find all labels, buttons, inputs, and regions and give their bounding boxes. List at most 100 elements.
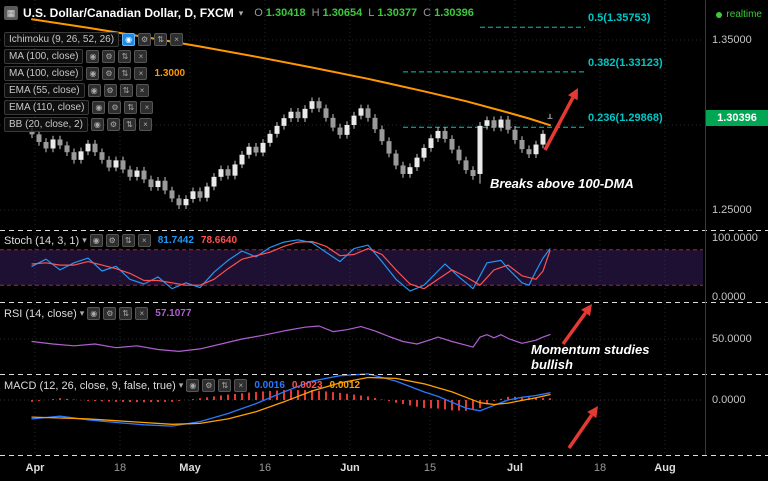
time-axis-label: 15 bbox=[423, 462, 437, 474]
chevron-down-icon[interactable]: ▾ bbox=[238, 7, 244, 18]
time-axis-label: Jun bbox=[340, 462, 360, 474]
realtime-dot-icon bbox=[716, 11, 723, 18]
ohlc-value-h: 1.30654 bbox=[322, 7, 363, 19]
reorder-icon[interactable]: ⇅ bbox=[119, 307, 133, 320]
legend-row: Ichimoku (9, 26, 52, 26) ◉ ⚙ ⇅ × bbox=[4, 31, 185, 48]
legend-row: MA (100, close) ◉ ⚙ ⇅ × bbox=[4, 48, 185, 65]
indicator-title-macd[interactable]: MACD (12, 26, close, 9, false, true) bbox=[4, 379, 176, 392]
ohlc-value-c: 1.30396 bbox=[434, 7, 474, 19]
visibility-icon[interactable]: ◉ bbox=[186, 379, 200, 392]
symbol-title[interactable]: U.S. Dollar/Canadian Dollar, D, FXCM bbox=[23, 6, 234, 20]
time-axis-label: May bbox=[179, 462, 201, 474]
legend-row: MA (100, close) ◉ ⚙ ⇅ × 1.3000 bbox=[4, 65, 185, 82]
reorder-icon[interactable]: ⇅ bbox=[119, 84, 133, 97]
indicator-value: 0.0016 bbox=[254, 380, 285, 391]
realtime-label: realtime bbox=[726, 9, 762, 20]
indicator-value: 0.0023 bbox=[291, 380, 323, 391]
settings-icon[interactable]: ⚙ bbox=[138, 33, 152, 46]
ohlc-label-o: O bbox=[254, 7, 263, 19]
indicator-title-stoch[interactable]: Stoch (14, 3, 1) bbox=[4, 234, 80, 247]
settings-icon[interactable]: ⚙ bbox=[103, 84, 117, 97]
reorder-icon[interactable]: ⇅ bbox=[218, 379, 232, 392]
ohlc-label-h: H bbox=[311, 7, 320, 19]
indicator-label[interactable]: BB (20, close, 2) bbox=[4, 117, 88, 132]
annotation-text: Breaks above 100-DMA bbox=[490, 176, 634, 191]
remove-icon[interactable]: × bbox=[135, 307, 149, 320]
chevron-down-icon[interactable]: ▾ bbox=[178, 380, 184, 390]
visibility-icon[interactable]: ◉ bbox=[89, 234, 103, 247]
last-price-badge: 1.30396 bbox=[706, 110, 768, 126]
menu-icon[interactable]: ▦ bbox=[4, 6, 18, 20]
indicator-header-stoch: Stoch (14, 3, 1) ▾ ◉ ⚙ ⇅ × 81.7442 78.6640 bbox=[4, 234, 237, 247]
indicator-label[interactable]: EMA (55, close) bbox=[4, 83, 85, 98]
scale-label: 1.25000 bbox=[712, 204, 752, 216]
legend-row: EMA (110, close) ◉ ⚙ ⇅ × bbox=[4, 99, 185, 116]
visibility-icon[interactable]: ◉ bbox=[87, 307, 101, 320]
ohlc-label-l: L bbox=[368, 7, 375, 19]
time-axis-label: Aug bbox=[654, 462, 676, 474]
settings-icon[interactable]: ⚙ bbox=[103, 307, 117, 320]
remove-icon[interactable]: × bbox=[137, 234, 151, 247]
scale-label: 0.0000 bbox=[712, 394, 746, 406]
chart-header: ▦ U.S. Dollar/Canadian Dollar, D, FXCM ▾… bbox=[4, 6, 474, 20]
time-axis-label: 18 bbox=[593, 462, 607, 474]
fib-level-label: 0.236(1.29868) bbox=[588, 112, 663, 125]
settings-icon[interactable]: ⚙ bbox=[108, 101, 122, 114]
indicator-value: 81.7442 bbox=[157, 235, 194, 246]
visibility-icon[interactable]: ◉ bbox=[86, 67, 100, 80]
legend-row: EMA (55, close) ◉ ⚙ ⇅ × bbox=[4, 82, 185, 99]
scale-label: 100.0000 bbox=[712, 232, 758, 244]
remove-icon[interactable]: × bbox=[140, 101, 154, 114]
indicator-label[interactable]: MA (100, close) bbox=[4, 49, 84, 64]
settings-icon[interactable]: ⚙ bbox=[102, 67, 116, 80]
ohlc-value-o: 1.30418 bbox=[265, 7, 306, 19]
time-axis-label: 18 bbox=[113, 462, 127, 474]
reorder-icon[interactable]: ⇅ bbox=[124, 101, 138, 114]
ohlc-value-l: 1.30377 bbox=[377, 7, 418, 19]
reorder-icon[interactable]: ⇅ bbox=[122, 118, 136, 131]
remove-icon[interactable]: × bbox=[138, 118, 152, 131]
indicator-value: 57.1077 bbox=[155, 308, 192, 319]
settings-icon[interactable]: ⚙ bbox=[105, 234, 119, 247]
scale-label: 50.0000 bbox=[712, 333, 752, 345]
indicator-value: 1.3000 bbox=[154, 68, 186, 79]
remove-icon[interactable]: × bbox=[234, 379, 248, 392]
reorder-icon[interactable]: ⇅ bbox=[118, 67, 132, 80]
indicator-header-rsi: RSI (14, close) ▾ ◉ ⚙ ⇅ × 57.1077 bbox=[4, 307, 191, 320]
fib-level-label: 0.382(1.33123) bbox=[588, 56, 663, 69]
remove-icon[interactable]: × bbox=[170, 33, 184, 46]
remove-icon[interactable]: × bbox=[135, 84, 149, 97]
visibility-icon[interactable]: ◉ bbox=[92, 101, 106, 114]
visibility-icon[interactable]: ◉ bbox=[86, 50, 100, 63]
visibility-icon[interactable]: ◉ bbox=[90, 118, 104, 131]
ohlc-values: O 1.30418 H 1.30654 L 1.30377 C 1.30396 bbox=[248, 7, 474, 19]
indicator-label[interactable]: EMA (110, close) bbox=[4, 100, 90, 115]
indicator-label[interactable]: MA (100, close) bbox=[4, 66, 84, 81]
indicator-value: 0.0012 bbox=[329, 380, 361, 391]
time-axis-label: 16 bbox=[258, 462, 272, 474]
settings-icon[interactable]: ⚙ bbox=[202, 379, 216, 392]
remove-icon[interactable]: × bbox=[134, 67, 148, 80]
realtime-badge: realtime bbox=[716, 9, 762, 20]
remove-icon[interactable]: × bbox=[134, 50, 148, 63]
indicator-header-macd: MACD (12, 26, close, 9, false, true) ▾ ◉ ⚙ ⇅… bbox=[4, 379, 360, 392]
indicator-label[interactable]: Ichimoku (9, 26, 52, 26) bbox=[4, 32, 120, 47]
visibility-icon[interactable]: ◉ bbox=[87, 84, 101, 97]
settings-icon[interactable]: ⚙ bbox=[102, 50, 116, 63]
reorder-icon[interactable]: ⇅ bbox=[121, 234, 135, 247]
reorder-icon[interactable]: ⇅ bbox=[154, 33, 168, 46]
chevron-down-icon[interactable]: ▾ bbox=[82, 235, 87, 245]
settings-icon[interactable]: ⚙ bbox=[106, 118, 120, 131]
fib-level-label: 0.5(1.35753) bbox=[588, 12, 651, 25]
indicator-value: 78.6640 bbox=[200, 235, 238, 246]
scale-label: 1.35000 bbox=[712, 34, 752, 46]
reorder-icon[interactable]: ⇅ bbox=[118, 50, 132, 63]
visibility-icon[interactable]: ◉ bbox=[122, 33, 136, 46]
indicator-title-rsi[interactable]: RSI (14, close) bbox=[4, 307, 77, 320]
indicator-legend: Ichimoku (9, 26, 52, 26) ◉ ⚙ ⇅ × MA (100, clo… bbox=[4, 31, 185, 133]
ohlc-label-c: C bbox=[423, 7, 432, 19]
chevron-down-icon[interactable]: ▾ bbox=[79, 308, 85, 318]
scale-label: 0.0000 bbox=[712, 291, 746, 303]
